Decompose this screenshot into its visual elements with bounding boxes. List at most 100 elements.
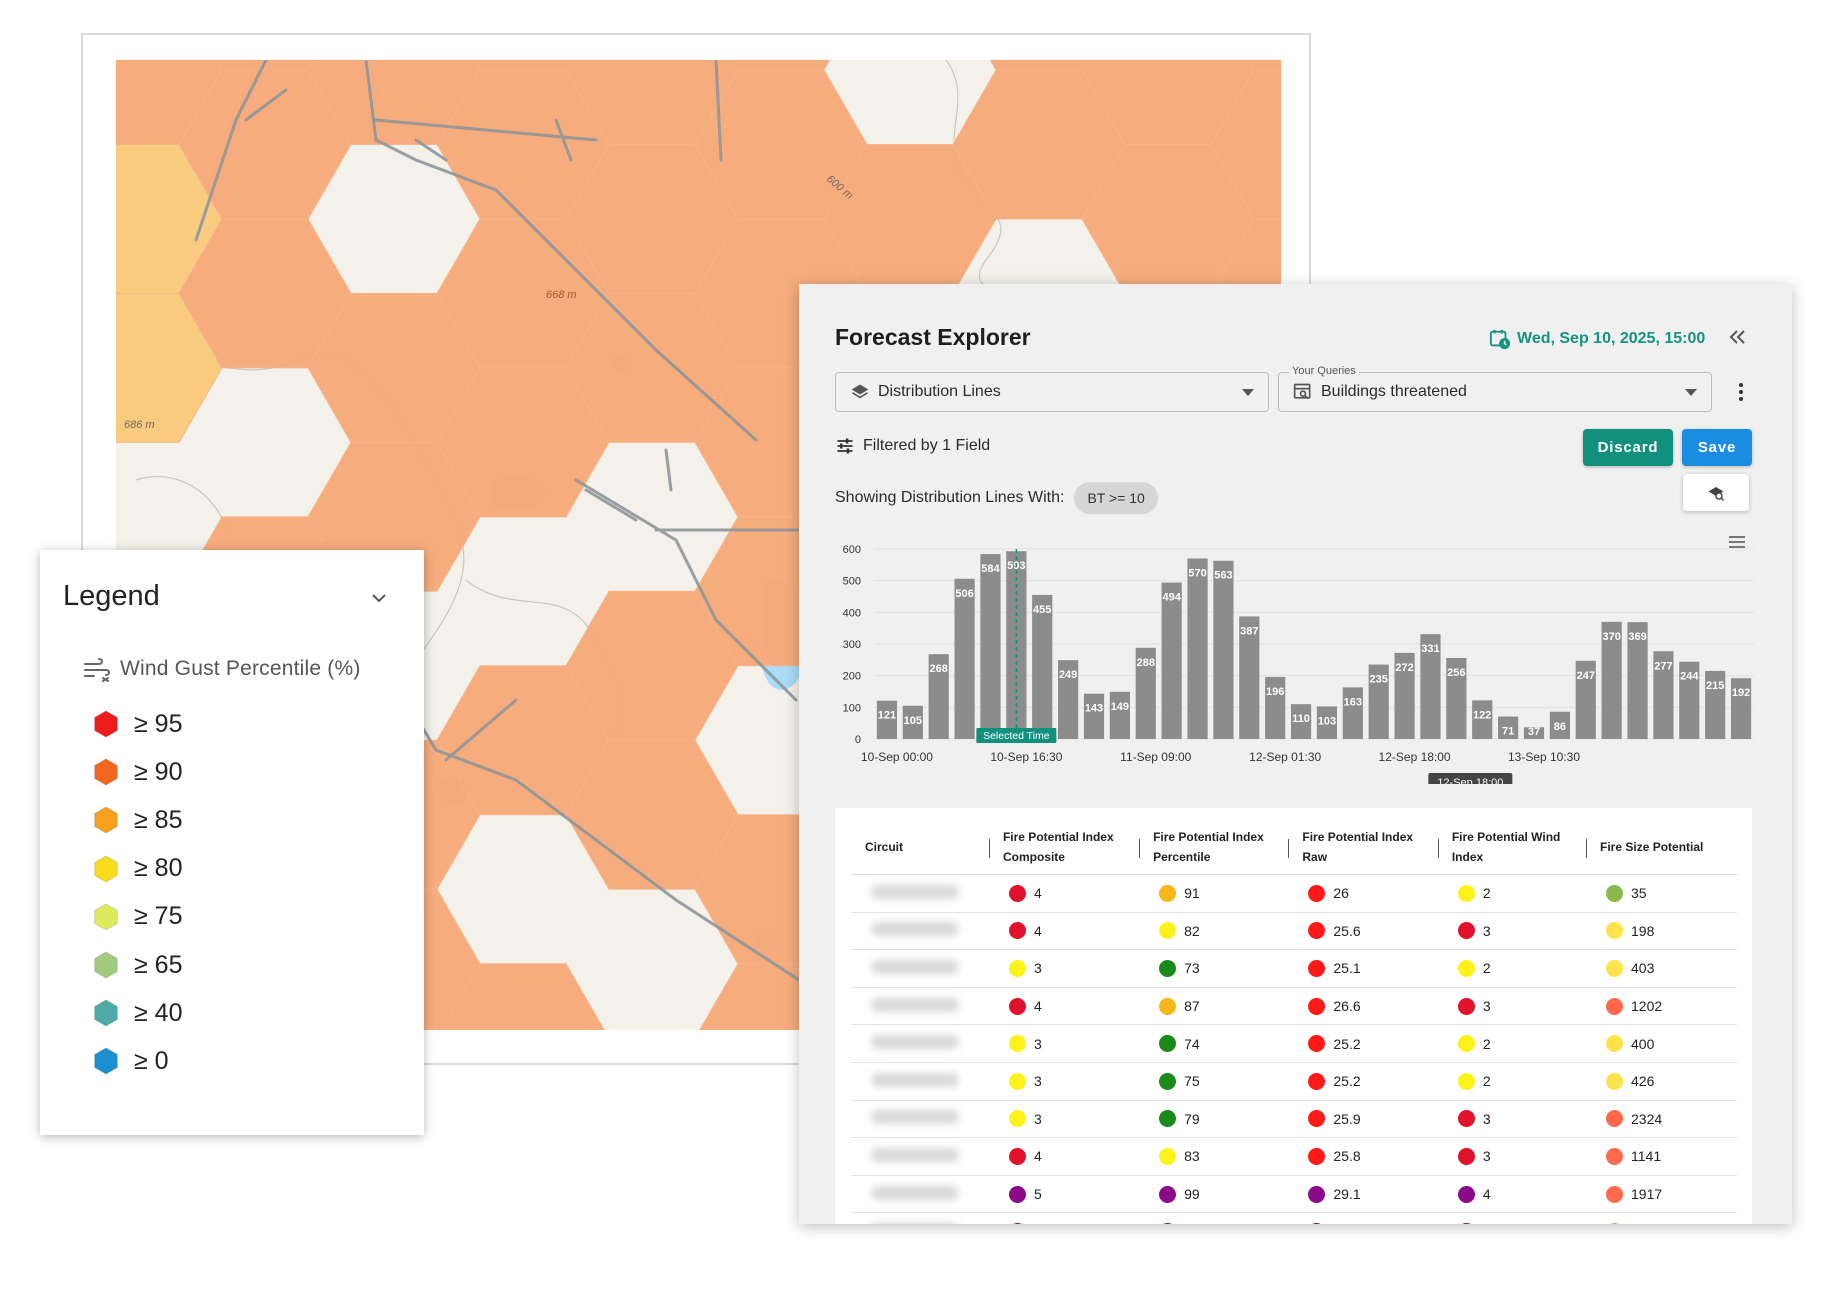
y-tick-label: 0 [855, 734, 861, 746]
chart-bar[interactable] [1730, 678, 1752, 739]
chart-bar[interactable] [1265, 676, 1286, 739]
column-header[interactable]: Fire Potential Index Percentile [1139, 820, 1289, 875]
chart-bar[interactable] [1627, 622, 1648, 739]
chart-bar[interactable] [980, 554, 1001, 739]
legend-item: ≥ 65 [92, 941, 182, 989]
chart-bar[interactable] [1653, 651, 1674, 739]
chart-bar[interactable] [1342, 687, 1363, 739]
column-separator[interactable] [988, 839, 990, 858]
chart-bar[interactable] [1472, 700, 1493, 739]
map-hex-cell[interactable] [1210, 69, 1281, 220]
cell-value: 3 [1033, 1110, 1042, 1127]
collapse-panel-icon[interactable] [1725, 324, 1751, 350]
status-dot-icon [1606, 1147, 1624, 1165]
chevron-down-icon[interactable] [367, 586, 391, 610]
table-cell: 25.9 [1288, 1100, 1438, 1139]
elevation-label: 668 m [546, 289, 577, 301]
circuit-cell[interactable] [851, 1100, 989, 1139]
chart-bar[interactable] [1006, 551, 1027, 739]
table-row[interactable]: 4 82 25.6 3 198 [851, 912, 1737, 951]
chart-menu-icon[interactable] [1727, 534, 1747, 550]
query-select-label: Your Queries [1289, 365, 1359, 377]
table-row[interactable]: 4 87 26.6 3 1202 [851, 987, 1737, 1026]
redacted-circuit-name [871, 884, 959, 899]
circuit-cell[interactable] [851, 912, 989, 951]
status-dot-icon [1606, 959, 1624, 977]
discard-button[interactable]: Discard [1583, 429, 1673, 466]
forecast-datetime[interactable]: Wed, Sep 10, 2025, 15:00 [1489, 328, 1705, 350]
bar-chart[interactable]: 0100200300400500600121105268506584593455… [799, 524, 1792, 784]
circuit-cell[interactable] [851, 1137, 989, 1176]
chart-bar[interactable] [1058, 660, 1079, 739]
status-dot-icon [1008, 997, 1026, 1015]
chart-bar[interactable] [1679, 661, 1700, 739]
cell-value: 5 [1033, 1186, 1042, 1203]
map-search-button[interactable] [1683, 474, 1749, 511]
chart-bar[interactable] [1161, 582, 1182, 739]
chart-bar[interactable] [1601, 621, 1622, 739]
chart-bar[interactable] [876, 700, 898, 739]
save-button[interactable]: Save [1682, 429, 1752, 466]
chart-bar[interactable] [1187, 558, 1208, 740]
query-select[interactable]: Buildings threatened [1278, 372, 1712, 412]
map-hex-cell[interactable] [1211, 60, 1281, 71]
chart-bar[interactable] [1549, 711, 1570, 739]
chart-bar[interactable] [1368, 664, 1389, 739]
circuit-cell[interactable] [851, 1024, 989, 1063]
chart-bar[interactable] [1213, 560, 1234, 739]
status-dot-icon [1606, 1072, 1624, 1090]
column-header[interactable]: Fire Potential Index Raw [1288, 820, 1438, 875]
chart-bar[interactable] [1420, 634, 1441, 739]
chart-bar[interactable] [1446, 657, 1467, 739]
chart-bar[interactable] [1083, 693, 1105, 739]
circuit-cell[interactable] [851, 1175, 989, 1214]
chart-bar[interactable] [1523, 727, 1545, 739]
table-cell: 3 [1437, 912, 1587, 951]
column-header[interactable]: Fire Potential Index Composite [988, 820, 1140, 875]
column-separator[interactable] [1437, 839, 1439, 858]
map-hex-cell[interactable] [437, 963, 609, 1030]
column-header[interactable]: Circuit [851, 820, 989, 875]
chart-bar[interactable] [954, 578, 975, 739]
chart-bar[interactable] [1290, 704, 1312, 739]
circuit-cell[interactable] [851, 874, 989, 913]
hexagon-swatch-icon [94, 710, 118, 738]
circuit-cell[interactable] [851, 949, 989, 988]
table-row[interactable]: 3 73 25.1 2 403 [851, 949, 1737, 988]
table-row[interactable]: 3 74 25.2 2 400 [851, 1024, 1737, 1063]
more-vert-icon[interactable] [1729, 380, 1753, 404]
chart-bar[interactable] [1316, 706, 1338, 739]
chart-bar[interactable] [1135, 647, 1156, 739]
chart-bar[interactable] [928, 654, 949, 739]
table-row[interactable]: 5 99 29.1 4 1917 [851, 1175, 1737, 1214]
column-header[interactable]: Fire Potential Wind Index [1437, 820, 1587, 875]
chart-bar[interactable] [1239, 616, 1260, 739]
chart-bar[interactable] [1109, 691, 1130, 739]
chart-bar[interactable] [902, 705, 923, 739]
chart-bar[interactable] [1498, 716, 1519, 739]
cell-value: 25.2 [1333, 1073, 1361, 1090]
circuit-cell[interactable] [851, 1212, 989, 1224]
column-separator[interactable] [1139, 839, 1141, 858]
chart-bar[interactable] [1575, 660, 1596, 739]
chart-bar[interactable] [1705, 670, 1726, 739]
table-row[interactable]: 59928.64811 [851, 1212, 1737, 1224]
circuit-cell[interactable] [851, 987, 989, 1026]
filter-toggle[interactable]: Filtered by 1 Field [835, 436, 990, 456]
cell-value: 403 [1631, 960, 1655, 977]
table-row[interactable]: 4 83 25.8 3 1141 [851, 1137, 1737, 1176]
column-header[interactable]: Fire Size Potential [1586, 820, 1737, 875]
chart-bar[interactable] [1032, 594, 1053, 739]
bar-data-label: 277 [1654, 660, 1672, 672]
table-row[interactable]: 3 75 25.2 2 426 [851, 1062, 1737, 1101]
layer-select[interactable]: Distribution Lines [835, 372, 1269, 412]
chart-bar[interactable] [1394, 652, 1415, 739]
circuit-cell[interactable] [851, 1062, 989, 1101]
table-cell: 426 [1586, 1062, 1737, 1101]
column-separator[interactable] [1288, 839, 1290, 858]
table-cell: 28.6 [1288, 1212, 1438, 1224]
table-row[interactable]: 3 79 25.9 3 2324 [851, 1100, 1737, 1139]
table-row[interactable]: 4 91 26 2 35 [851, 874, 1737, 913]
column-separator[interactable] [1586, 839, 1588, 858]
filter-chip[interactable]: BT >= 10 [1074, 482, 1158, 514]
